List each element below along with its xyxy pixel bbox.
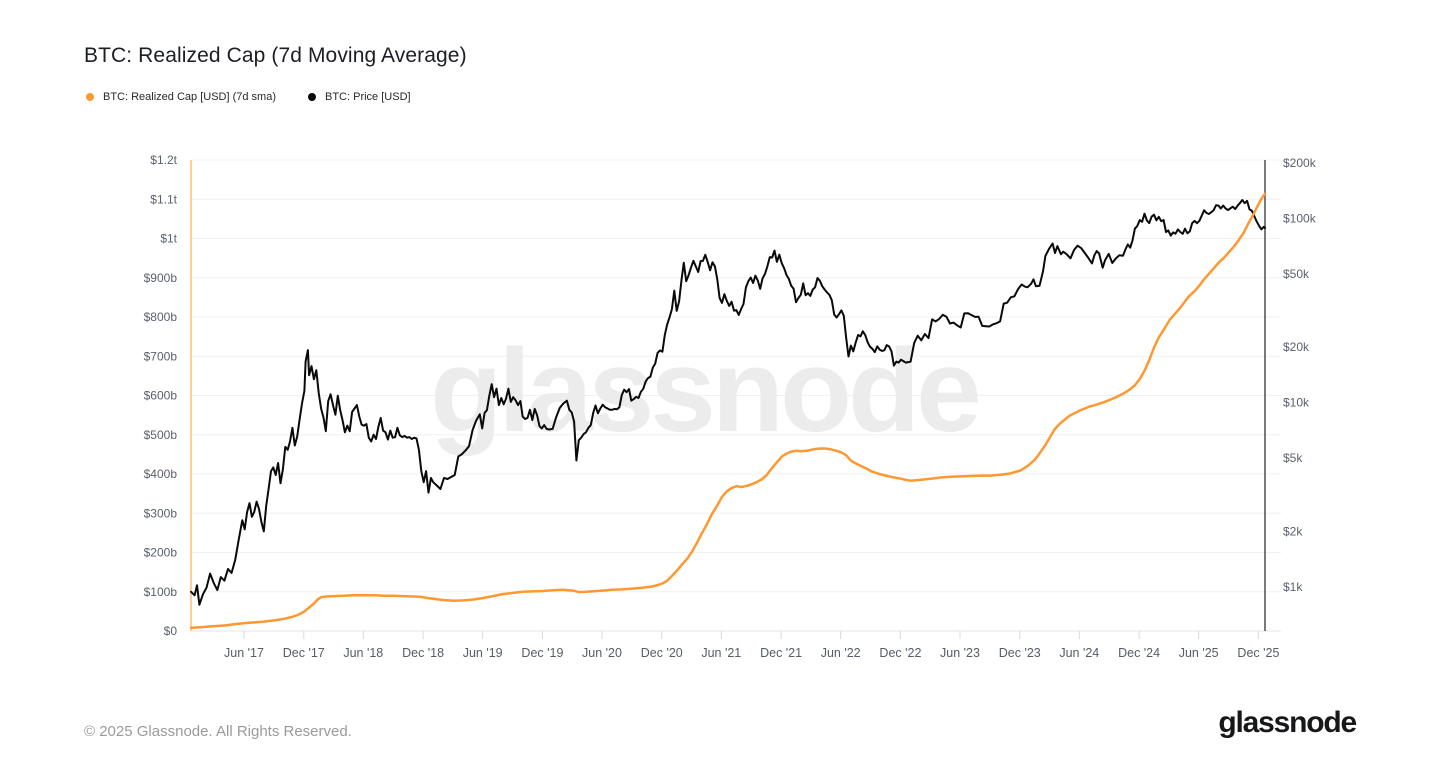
legend-dot-price-icon [308,93,316,101]
legend: BTC: Realized Cap [USD] (7d sma) BTC: Pr… [86,91,411,103]
x-axis-tick-label: Jun '22 [821,646,861,660]
left-axis-tick-label: $700b [144,349,178,363]
left-axis-labels: $1.2t $1.1t $1t $900b $800b $700b $600b $500b $4… [144,153,178,638]
legend-dot-realized-cap-icon [86,93,94,101]
right-axis-labels: $200k $100k $50k $20k $10k $5k $2k $1k [1283,156,1317,594]
chart-title: BTC: Realized Cap (7d Moving Average) [84,44,467,68]
price-line[interactable] [190,199,1266,606]
left-axis-tick-label: $900b [144,271,178,285]
right-axis-tick-label: $10k [1283,396,1310,410]
left-axis-tick-label: $1.2t [150,153,177,167]
x-axis-tick-label: Jun '18 [343,646,383,660]
x-axis-tick-label: Dec '23 [999,646,1041,660]
right-axis-tick-label: $100k [1283,211,1317,225]
copyright-text: © 2025 Glassnode. All Rights Reserved. [84,723,352,740]
x-axis-labels: Jun '17 Dec '17 Jun '18 Dec '18 Jun '19 Dec '… [224,646,1279,660]
right-axis-tick-label: $5k [1283,451,1303,465]
left-axis-tick-label: $300b [144,506,178,520]
left-axis-tick-label: $500b [144,428,178,442]
x-axis-tick-label: Jun '19 [463,646,503,660]
x-axis-tick-label: Dec '20 [641,646,683,660]
left-axis-tick-label: $100b [144,585,178,599]
x-axis-tick-label: Dec '17 [283,646,325,660]
x-axis-tick-label: Jun '17 [224,646,264,660]
x-tick-marks [243,631,1259,639]
left-axis-tick-label: $400b [144,467,178,481]
x-axis-tick-label: Dec '18 [402,646,444,660]
x-axis-tick-label: Dec '19 [521,646,563,660]
left-axis-tick-label: $600b [144,389,178,403]
x-axis-tick-label: Jun '21 [701,646,741,660]
legend-label-realized-cap: BTC: Realized Cap [USD] (7d sma) [103,91,276,103]
x-axis-tick-label: Jun '25 [1179,646,1219,660]
right-axis-tick-label: $200k [1283,156,1317,170]
x-axis-tick-label: Dec '24 [1118,646,1160,660]
gridlines [191,159,1281,632]
x-axis-tick-label: Jun '23 [940,646,980,660]
x-axis-tick-label: Jun '20 [582,646,622,660]
right-axis-tick-label: $20k [1283,340,1310,354]
right-axis-tick-label: $2k [1283,524,1303,538]
legend-item-realized-cap[interactable]: BTC: Realized Cap [USD] (7d sma) [86,91,276,103]
left-axis-tick-label: $0 [164,624,178,638]
right-axis-tick-label: $50k [1283,267,1310,281]
realized-cap-line[interactable] [189,192,1267,630]
left-axis-tick-label: $1t [160,232,177,246]
legend-item-price[interactable]: BTC: Price [USD] [308,91,411,103]
glassnode-logo: glassnode [1218,706,1357,739]
left-axis-tick-label: $200b [144,546,178,560]
x-axis-tick-label: Dec '25 [1237,646,1279,660]
right-axis-tick-label: $1k [1283,580,1303,594]
left-axis-tick-label: $800b [144,310,178,324]
x-axis-tick-label: Dec '22 [879,646,921,660]
left-axis-tick-label: $1.1t [150,192,177,206]
legend-label-price: BTC: Price [USD] [325,91,411,103]
x-axis-tick-label: Jun '24 [1059,646,1099,660]
x-axis-tick-label: Dec '21 [760,646,802,660]
watermark-glassnode: glassnode [430,325,978,457]
